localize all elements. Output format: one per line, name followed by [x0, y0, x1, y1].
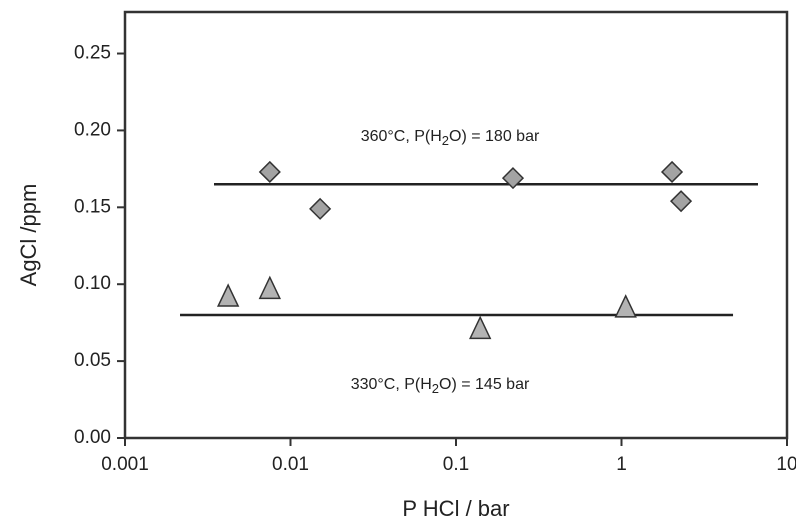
x-tick-label: 10 [776, 454, 796, 475]
x-tick-label: 0.1 [443, 454, 469, 475]
annotation-text: 360°C, P(H [361, 128, 442, 145]
plot-frame [123, 10, 789, 440]
y-tick-label: 0.10 [74, 273, 111, 294]
x-tick-label: 1 [616, 454, 627, 475]
y-axis-label: AgCl /ppm [16, 184, 41, 287]
annotation-subscript: 2 [442, 133, 449, 148]
annotation-text: O) = 180 bar [449, 128, 540, 145]
data-point [309, 197, 332, 220]
y-tick-label: 0.25 [74, 43, 111, 64]
data-point [660, 160, 684, 184]
annotation: 330°C, P(H2O) = 145 bar [351, 376, 530, 396]
data-point [669, 190, 693, 213]
annotation-text: 330°C, P(H [351, 376, 432, 393]
data-point [614, 294, 637, 318]
y-tick-label: 0.20 [74, 119, 111, 140]
y-tick-label: 0.15 [74, 196, 111, 217]
data-point [258, 275, 282, 300]
x-tick-label: 0.001 [101, 454, 149, 475]
data-point [501, 167, 525, 190]
x-tick-label: 0.01 [272, 454, 309, 475]
annotation: 360°C, P(H2O) = 180 bar [361, 128, 540, 148]
data-point [468, 315, 492, 340]
x-axis-label: P HCl / bar [402, 496, 509, 521]
data-point [258, 160, 281, 184]
annotation-subscript: 2 [432, 381, 439, 396]
y-tick-label: 0.05 [74, 350, 111, 371]
y-tick-label: 0.00 [74, 427, 111, 448]
annotation-text: O) = 145 bar [439, 376, 530, 393]
data-point [216, 283, 240, 307]
